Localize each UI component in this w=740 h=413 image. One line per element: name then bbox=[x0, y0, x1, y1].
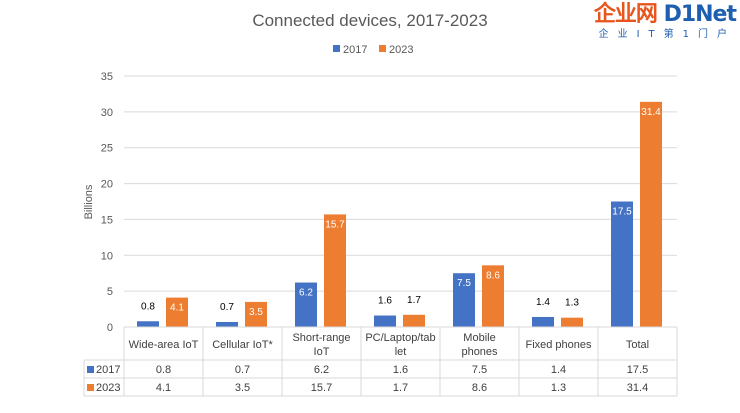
bar-2023 bbox=[640, 101, 662, 328]
table-row-label: 2017 bbox=[96, 364, 120, 376]
bar-2023 bbox=[245, 301, 267, 327]
table-cell: 1.3 bbox=[551, 382, 566, 394]
table-cell: 31.4 bbox=[627, 382, 648, 394]
table-cell: 0.7 bbox=[235, 364, 250, 376]
bar-2017 bbox=[453, 273, 475, 327]
watermark-logo: 企业网 D1Net 企业IT第1门户 bbox=[593, 2, 737, 40]
bar-2017 bbox=[374, 315, 396, 327]
data-label-2023: 31.4 bbox=[641, 107, 661, 118]
y-tick-label: 10 bbox=[101, 250, 113, 262]
table-cell: 1.6 bbox=[393, 364, 408, 376]
bar-2023 bbox=[482, 265, 504, 327]
data-label-2017: 0.7 bbox=[220, 302, 234, 313]
data-label-2023: 8.6 bbox=[486, 270, 500, 281]
bar-2017 bbox=[532, 316, 554, 327]
table-legend-swatch-2023 bbox=[87, 384, 94, 391]
table-row-label: 2023 bbox=[96, 382, 120, 394]
data-label-2017: 7.5 bbox=[457, 278, 471, 289]
chart-title: Connected devices, 2017-2023 bbox=[252, 11, 487, 30]
bar-2023 bbox=[403, 314, 425, 327]
category-label: Cellular IoT* bbox=[212, 339, 273, 351]
data-label-2017: 6.2 bbox=[299, 288, 313, 299]
bar-2017 bbox=[295, 282, 317, 327]
table-cell: 8.6 bbox=[472, 382, 487, 394]
bar-2023 bbox=[324, 214, 346, 327]
table-cell: 17.5 bbox=[627, 364, 648, 376]
y-tick-label: 15 bbox=[101, 214, 113, 226]
data-label-2023: 4.1 bbox=[170, 303, 184, 314]
data-label-2017: 1.4 bbox=[536, 297, 550, 308]
y-tick-label: 25 bbox=[101, 143, 113, 155]
y-tick-label: 30 bbox=[101, 107, 113, 119]
y-axis-label: Billions bbox=[83, 184, 95, 219]
table-cell: 15.7 bbox=[311, 382, 332, 394]
legend-label-2017: 2017 bbox=[343, 44, 367, 56]
data-label-2017: 17.5 bbox=[612, 207, 632, 218]
y-tick-label: 0 bbox=[107, 322, 113, 334]
y-tick-label: 5 bbox=[107, 286, 113, 298]
legend-label-2023: 2023 bbox=[389, 44, 413, 56]
category-label: IoT bbox=[314, 346, 330, 358]
data-label-2017: 0.8 bbox=[141, 301, 155, 312]
category-label: Fixed phones bbox=[525, 339, 592, 351]
bar-2017 bbox=[137, 321, 159, 327]
bar-2017 bbox=[611, 201, 633, 327]
table-cell: 0.8 bbox=[156, 364, 171, 376]
table-cell: 1.7 bbox=[393, 382, 408, 394]
bar-2023 bbox=[561, 317, 583, 327]
category-label: Short-range bbox=[292, 332, 350, 344]
bar-2023 bbox=[166, 297, 188, 327]
table-cell: 7.5 bbox=[472, 364, 487, 376]
category-label: PC/Laptop/tab bbox=[365, 332, 435, 344]
table-legend-swatch-2017 bbox=[87, 366, 94, 373]
category-label: let bbox=[395, 346, 407, 358]
legend-swatch-2017 bbox=[333, 45, 340, 52]
bar-2017 bbox=[216, 321, 238, 327]
legend-swatch-2023 bbox=[379, 45, 386, 52]
table-cell: 1.4 bbox=[551, 364, 566, 376]
category-label: Mobile bbox=[463, 332, 495, 344]
data-label-2023: 1.3 bbox=[565, 298, 579, 309]
data-label-2023: 1.7 bbox=[407, 295, 421, 306]
table-cell: 4.1 bbox=[156, 382, 171, 394]
y-tick-label: 35 bbox=[101, 71, 113, 83]
category-label: phones bbox=[461, 346, 498, 358]
category-label: Total bbox=[626, 339, 649, 351]
data-label-2017: 1.6 bbox=[378, 296, 392, 307]
data-label-2023: 15.7 bbox=[325, 219, 345, 230]
category-label: Wide-area IoT bbox=[129, 339, 199, 351]
y-tick-label: 20 bbox=[101, 179, 113, 191]
table-cell: 3.5 bbox=[235, 382, 250, 394]
data-label-2023: 3.5 bbox=[249, 307, 263, 318]
table-cell: 6.2 bbox=[314, 364, 329, 376]
